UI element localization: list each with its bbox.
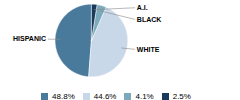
html-text:4.1%: 4.1% — [135, 92, 154, 100]
svg-text:A.I.: A.I. — [137, 4, 148, 11]
html-text:2.5%: 2.5% — [172, 92, 191, 100]
svg-text:HISPANIC: HISPANIC — [13, 35, 46, 42]
html-text:48.8%: 48.8% — [52, 92, 75, 100]
svg-text:WHITE: WHITE — [137, 46, 160, 53]
svg-text:BLACK: BLACK — [137, 16, 162, 23]
html-text:44.6%: 44.6% — [93, 92, 117, 100]
